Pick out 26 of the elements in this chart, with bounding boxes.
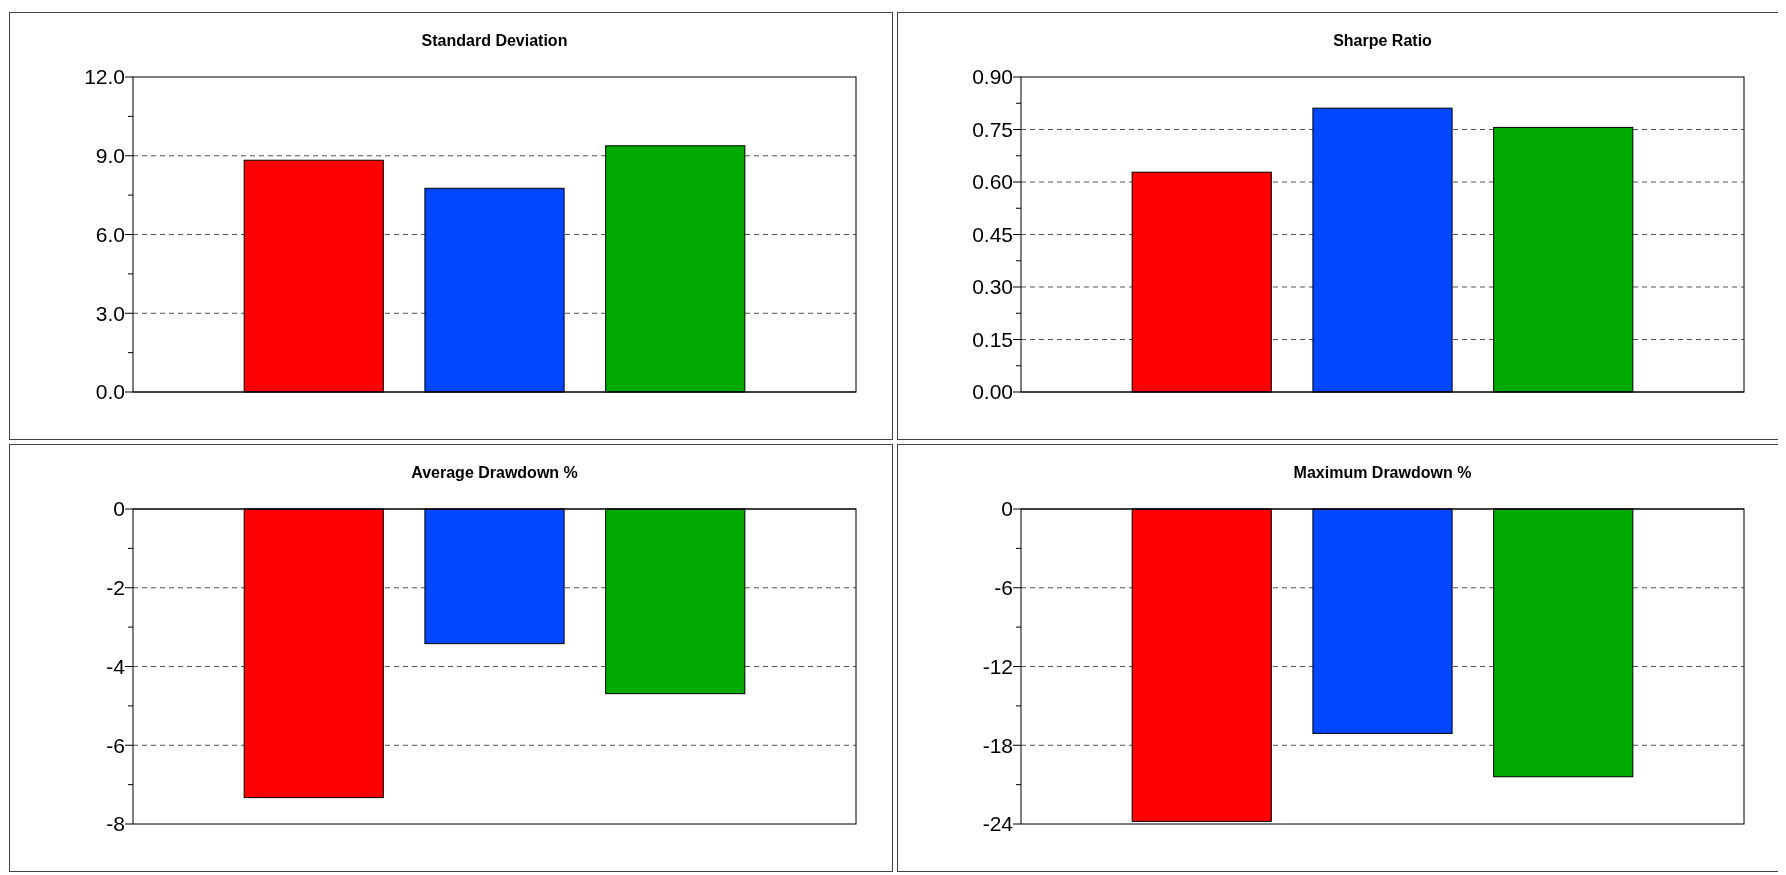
y-tick-label: -24 [982, 812, 1014, 836]
y-tick-label: 9.0 [95, 144, 125, 168]
y-tick-label: 0 [1001, 497, 1013, 521]
chart-title: Average Drawdown % [411, 464, 578, 481]
y-tick-label: 0.90 [972, 65, 1013, 89]
y-tick-label: -18 [982, 733, 1013, 757]
y-tick-label: 0 [113, 497, 125, 521]
y-tick-label: 0.45 [972, 222, 1013, 246]
y-tick-label: 0.75 [972, 117, 1013, 141]
y-tick-label: -6 [106, 733, 125, 757]
y-tick-label: 6.0 [95, 222, 125, 246]
y-tick-label: 0.60 [972, 170, 1013, 194]
chart-title: Maximum Drawdown % [1293, 464, 1472, 481]
chart-title: Standard Deviation [421, 32, 568, 49]
y-tick-label: -8 [106, 812, 125, 836]
y-tick-label: 12.0 [84, 65, 125, 89]
y-tick-label: 3.0 [95, 301, 125, 325]
y-tick-label: -2 [106, 576, 125, 600]
y-tick-label: 0.30 [972, 275, 1013, 299]
y-tick-label: -4 [106, 654, 126, 678]
chart-title: Sharpe Ratio [1333, 32, 1433, 49]
y-tick-label: -6 [994, 576, 1013, 600]
y-tick-label: 0.0 [95, 380, 125, 404]
y-tick-label: 0.00 [972, 380, 1013, 404]
y-tick-label: -12 [982, 654, 1013, 678]
y-tick-label: 0.15 [972, 327, 1013, 351]
